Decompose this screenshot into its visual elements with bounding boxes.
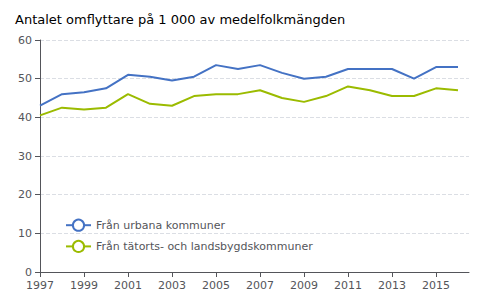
svg-text:Från urbana kommuner: Från urbana kommuner bbox=[96, 219, 226, 232]
svg-text:1997: 1997 bbox=[26, 279, 54, 292]
svg-text:2011: 2011 bbox=[334, 279, 362, 292]
svg-text:2015: 2015 bbox=[422, 279, 450, 292]
svg-text:2007: 2007 bbox=[246, 279, 274, 292]
svg-text:Antalet omflyttare på 1 000 av: Antalet omflyttare på 1 000 av medelfolk… bbox=[15, 12, 345, 27]
svg-text:10: 10 bbox=[18, 227, 32, 240]
svg-text:1999: 1999 bbox=[70, 279, 98, 292]
svg-text:2005: 2005 bbox=[202, 279, 230, 292]
svg-text:20: 20 bbox=[18, 188, 32, 201]
svg-text:0: 0 bbox=[25, 266, 32, 279]
svg-text:60: 60 bbox=[18, 34, 32, 47]
svg-text:2001: 2001 bbox=[114, 279, 142, 292]
svg-text:40: 40 bbox=[18, 111, 32, 124]
svg-text:50: 50 bbox=[18, 72, 32, 85]
svg-text:Från tätorts- och landsbygdsko: Från tätorts- och landsbygdskommuner bbox=[96, 240, 313, 253]
svg-text:2013: 2013 bbox=[378, 279, 406, 292]
svg-text:30: 30 bbox=[18, 150, 32, 163]
svg-text:2003: 2003 bbox=[158, 279, 186, 292]
svg-text:2009: 2009 bbox=[290, 279, 318, 292]
